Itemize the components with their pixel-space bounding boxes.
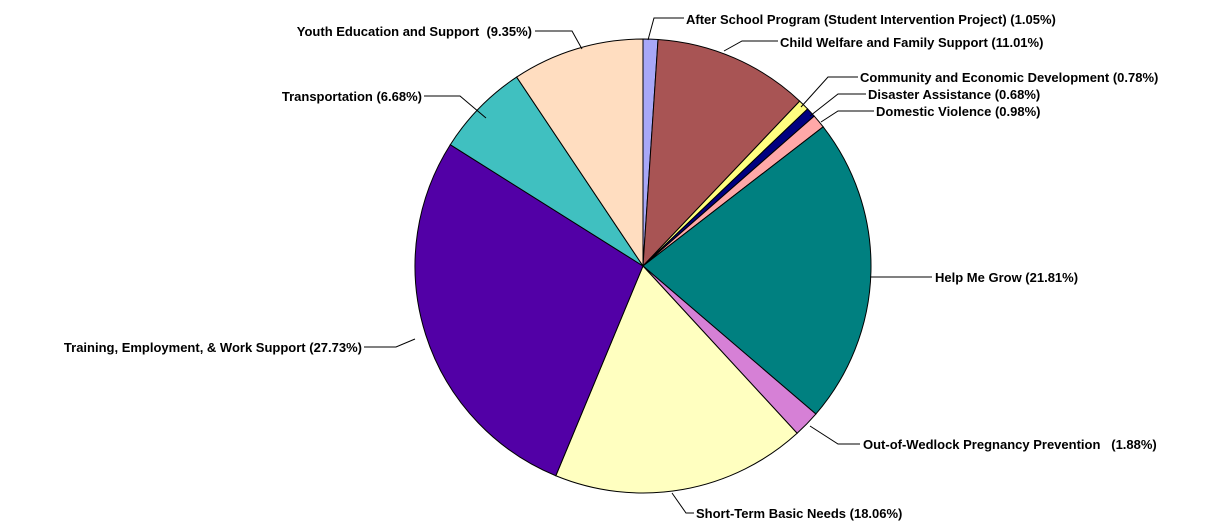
slice-label: Transportation (6.68%) xyxy=(282,89,422,104)
slice-label: Out-of-Wedlock Pregnancy Prevention (1.8… xyxy=(863,437,1157,452)
pie-slice xyxy=(414,144,644,477)
leader-line xyxy=(723,40,778,52)
leader-line xyxy=(820,110,874,123)
slice-label: Youth Education and Support (9.35%) xyxy=(297,24,532,39)
leader-line xyxy=(424,95,487,119)
leader-line xyxy=(364,338,416,348)
pie-slice xyxy=(642,38,801,268)
leader-line xyxy=(809,425,860,445)
leader-line xyxy=(671,492,694,514)
pie-slice xyxy=(515,38,644,268)
leader-line xyxy=(535,30,583,50)
slice-label: Child Welfare and Family Support (11.01%… xyxy=(780,35,1043,50)
leader-line xyxy=(809,93,866,117)
slice-label: Help Me Grow (21.81%) xyxy=(935,270,1078,285)
slice-label: Disaster Assistance (0.68%) xyxy=(868,87,1040,102)
slice-label: After School Program (Student Interventi… xyxy=(686,12,1056,27)
leader-lines xyxy=(364,17,932,514)
pie-slice xyxy=(642,126,872,415)
slice-label: Training, Employment, & Work Support (27… xyxy=(64,340,362,355)
leader-line xyxy=(800,76,858,108)
slice-label: Domestic Violence (0.98%) xyxy=(876,104,1041,119)
pie-slice xyxy=(555,265,798,494)
leader-line xyxy=(647,17,684,41)
slice-label: Short-Term Basic Needs (18.06%) xyxy=(696,506,902,521)
slice-labels: After School Program (Student Interventi… xyxy=(64,12,1158,521)
pie-slices xyxy=(414,38,872,494)
slice-label: Community and Economic Development (0.78… xyxy=(860,70,1158,85)
